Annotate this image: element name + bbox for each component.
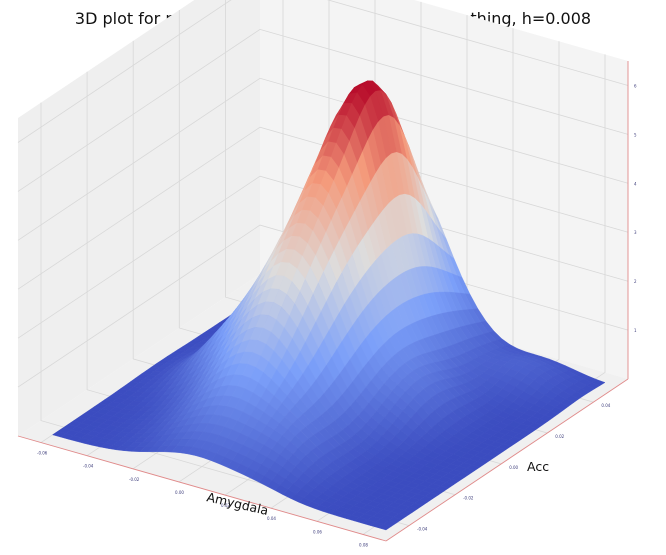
y-tick-label: -0.04 <box>417 527 428 532</box>
x-tick-label: -0.04 <box>83 464 94 469</box>
x-tick-label: 0.08 <box>359 542 368 547</box>
x-tick-label: -0.02 <box>129 477 140 482</box>
surface-mesh <box>52 80 606 531</box>
x-tick-label: 0.02 <box>221 503 230 508</box>
z-grid-line <box>17 28 629 192</box>
z-tick-label: 3 <box>634 230 637 235</box>
z-tick-label: 5 <box>634 132 637 137</box>
tick-labels: -0.06 -0.04 -0.02 0.00 0.02 0.04 0.06 0.08 -0.04… <box>37 84 637 548</box>
y-tick-label: 0.02 <box>555 434 564 439</box>
x-tick-label: 0.06 <box>313 529 322 534</box>
y-tick-label: -0.02 <box>463 496 474 501</box>
z-tick-label: 2 <box>634 279 637 284</box>
y-axis-line <box>385 378 629 542</box>
z-grid-line <box>17 224 629 388</box>
z-tick-label: 1 <box>634 328 637 333</box>
z-tick-label: 6 <box>634 84 637 89</box>
z-grid-line <box>17 175 629 339</box>
z-grid-line <box>17 0 629 143</box>
x-tick-label: -0.06 <box>37 451 48 456</box>
x-tick-label: 0.00 <box>175 490 184 495</box>
x-axis-line <box>17 435 387 542</box>
z-grid-line <box>17 77 629 241</box>
x-tick-label: 0.04 <box>267 516 276 521</box>
z-tick-label: 4 <box>634 181 637 186</box>
y-tick-label: 0.00 <box>509 465 518 470</box>
y-tick-label: 0.04 <box>601 403 610 408</box>
y-axis-label: Acc <box>527 459 549 474</box>
z-grid-line <box>17 126 629 290</box>
plot-axes <box>17 61 629 542</box>
side-pane <box>18 0 260 436</box>
surface-patch <box>377 523 392 531</box>
